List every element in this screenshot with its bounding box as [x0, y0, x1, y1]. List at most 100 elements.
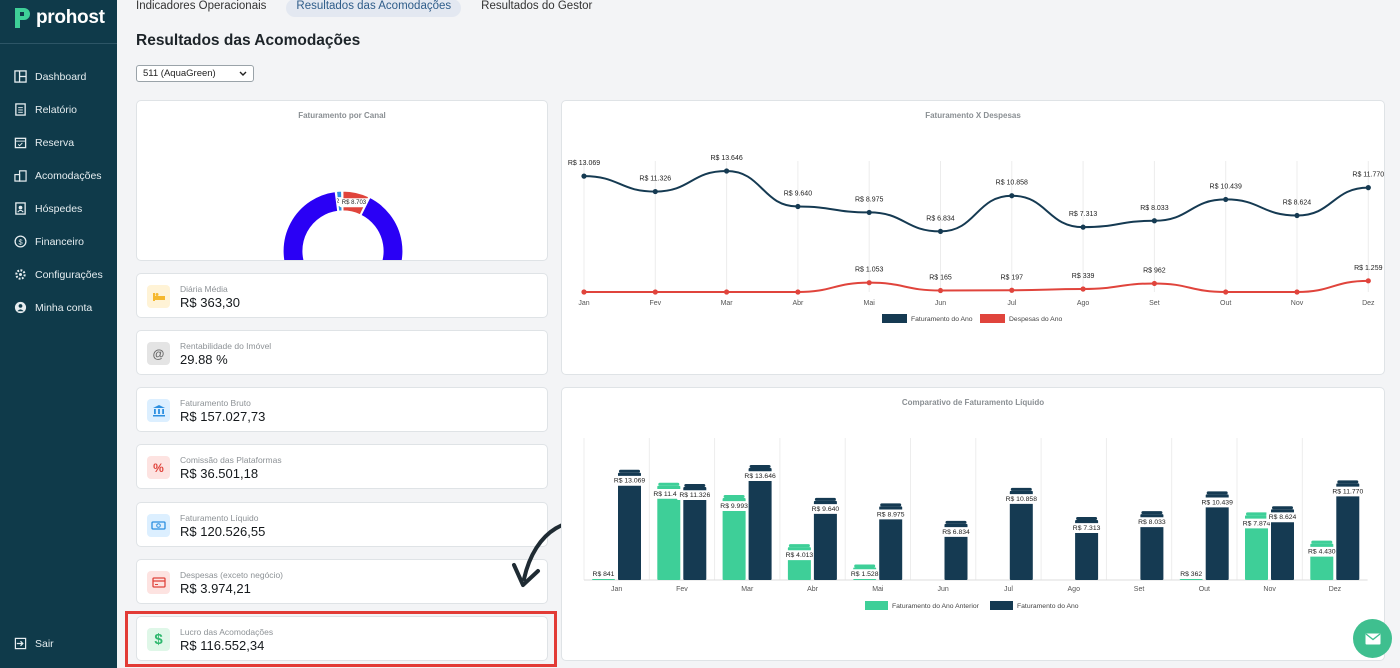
legend-label: Faturamento do Ano: [1017, 603, 1079, 610]
sidebar-item-label: Minha conta: [35, 301, 93, 314]
data-label: R$ 8.033: [1138, 519, 1166, 526]
highlight-box: [125, 611, 557, 667]
series-line: [584, 279, 1369, 294]
line-chart: Jan Fev Mar Abr Mai Jun Jul Ago Set Out Nov Dez R$ 1…: [568, 155, 1384, 323]
sidebar-item-configuracoes[interactable]: Configurações: [0, 258, 117, 291]
bar: [618, 472, 641, 580]
data-label: R$ 13.646: [744, 473, 776, 480]
accommodation-select[interactable]: 511 (AquaGreen): [136, 65, 254, 82]
x-tick-label: Ago: [1077, 300, 1090, 307]
metric-value: R$ 157.027,73: [180, 409, 266, 424]
sidebar-nav: Dashboard Relatório Reserva Acomodações …: [0, 60, 117, 324]
sidebar-item-minha-conta[interactable]: Minha conta: [0, 291, 117, 324]
sidebar-item-label: Financeiro: [35, 235, 85, 248]
sidebar-item-financeiro[interactable]: $ Financeiro: [0, 225, 117, 258]
pie-chart-title: Faturamento por Canal: [298, 111, 386, 120]
data-label: R$ 6.834: [942, 529, 970, 536]
data-point: [581, 173, 587, 179]
data-label: R$ 197: [1001, 274, 1024, 281]
data-point: [724, 289, 730, 295]
data-label: R$ 1.528: [851, 571, 879, 578]
data-label-bg: [848, 569, 881, 579]
sidebar-item-dashboard[interactable]: Dashboard: [0, 60, 117, 93]
data-point: [1294, 212, 1300, 219]
pie-chart-card: Faturamento por Canal R$ 2.R$ 8.703R$ 10…: [136, 100, 548, 261]
data-label-bg: [874, 509, 907, 520]
gear-icon: [15, 269, 26, 280]
tab-resultados-acomodacoes[interactable]: Resultados das Acomodações: [286, 0, 462, 17]
chevron-down-icon: [239, 71, 247, 76]
data-label: R$ 10.439: [1202, 499, 1234, 506]
sidebar-item-label: Dashboard: [35, 70, 87, 83]
bar-chart-card: Comparativo de Faturamento Líquido Jan Fe…: [561, 387, 1385, 661]
data-label: R$ 8.624: [1269, 514, 1297, 521]
bar-cap: [945, 520, 967, 524]
x-tick-label: Mai: [872, 586, 884, 593]
data-label: R$ 11.326: [679, 492, 710, 499]
bar: [813, 500, 837, 580]
chat-button[interactable]: [1353, 619, 1392, 658]
data-label: R$ 6.834: [926, 215, 955, 222]
data-point: [1365, 185, 1371, 191]
metric-value: R$ 116.552,34: [180, 638, 265, 653]
card-icon: [147, 571, 170, 594]
bar-cap: [1246, 512, 1267, 516]
pie-slice-label: R$ 8.703: [342, 200, 367, 206]
x-tick-label: Abr: [807, 586, 819, 593]
data-label: R$ 9.993: [720, 503, 748, 510]
bar-cap: [788, 544, 810, 548]
pie-chart: R$ 2.R$ 8.703R$ 106.254: [282, 190, 404, 260]
data-label-bg: [717, 501, 751, 511]
bar: [879, 506, 903, 580]
data-point: [1223, 289, 1229, 295]
bar-cap: [1076, 516, 1098, 520]
data-label: R$ 11.770: [1332, 488, 1363, 495]
data-label: R$ 8.033: [1140, 205, 1169, 212]
x-tick-label: Fev: [676, 586, 688, 593]
x-tick-label: Set: [1149, 300, 1160, 307]
bar-cap: [619, 469, 640, 473]
x-tick-label: Ago: [1068, 586, 1081, 593]
sidebar-item-label: Relatório: [35, 103, 78, 116]
x-tick-label: Set: [1134, 586, 1145, 593]
sidebar-item-relatorio[interactable]: Relatório: [0, 93, 117, 126]
mail-icon: [1365, 632, 1380, 644]
sidebar-item-acomodacoes[interactable]: Acomodações: [0, 159, 117, 192]
data-label: R$ 11.476: [653, 491, 684, 498]
x-tick-label: Mai: [864, 300, 876, 307]
data-label: R$ 13.069: [568, 160, 600, 167]
sidebar-item-hospedes[interactable]: Hóspedes: [0, 192, 117, 225]
data-label-bg: [1240, 518, 1273, 529]
data-point: [866, 280, 872, 286]
data-label: R$ 362: [1180, 571, 1202, 578]
tab-resultados-gestor[interactable]: Resultados do Gestor: [481, 0, 593, 12]
metric-label: Faturamento Bruto: [180, 398, 251, 408]
logo[interactable]: prohost: [12, 6, 105, 30]
tab-indicadores-operacionais[interactable]: Indicadores Operacionais: [136, 0, 267, 12]
x-tick-label: Jan: [611, 586, 622, 593]
legend-swatch: [865, 601, 888, 610]
metric-value: R$ 120.526,55: [180, 524, 266, 539]
data-label: R$ 7.313: [1069, 211, 1098, 218]
sidebar-item-label: Reserva: [35, 136, 75, 149]
pie-slice-label-bg: [339, 198, 369, 208]
metric-value: R$ 363,30: [180, 295, 240, 310]
bar-cap: [1141, 511, 1163, 515]
metric-card-faturamento-liquido: Faturamento Líquido R$ 120.526,55: [136, 502, 548, 547]
metric-label: Comissão das Plataformas: [180, 455, 282, 465]
data-label: R$ 9.640: [812, 506, 840, 513]
bar-chart-title: Comparativo de Faturamento Líquido: [901, 398, 1045, 407]
x-tick-label: Abr: [792, 300, 804, 307]
sidebar-item-reserva[interactable]: Reserva: [0, 126, 117, 159]
logout-button[interactable]: Sair: [0, 627, 117, 660]
bar-cap: [1272, 506, 1293, 510]
data-point: [652, 188, 658, 195]
legend-swatch: [980, 314, 1005, 323]
data-label: R$ 8.975: [877, 511, 905, 518]
data-label: R$ 1.259: [1354, 265, 1383, 272]
data-point: [1009, 193, 1015, 199]
data-label: R$ 8.975: [855, 196, 884, 203]
data-label: R$ 165: [929, 275, 952, 282]
bar: [722, 497, 746, 580]
data-point: [1080, 286, 1086, 292]
